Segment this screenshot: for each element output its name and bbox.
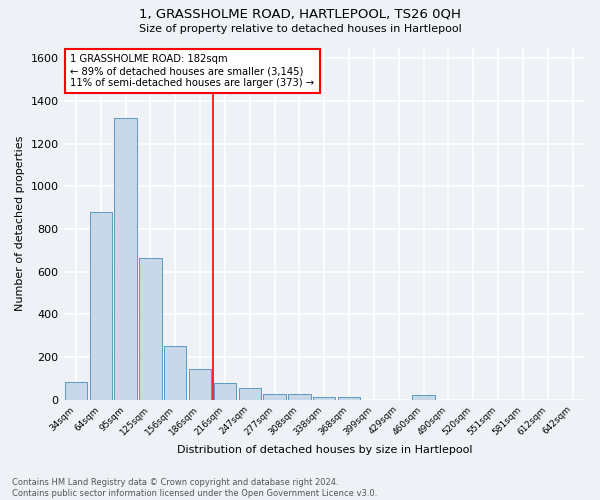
Bar (412, 396, 435, 400)
Text: 1 GRASSHOLME ROAD: 182sqm
← 89% of detached houses are smaller (3,145)
11% of se: 1 GRASSHOLME ROAD: 182sqm ← 89% of detac… (70, 54, 314, 88)
Y-axis label: Number of detached properties: Number of detached properties (15, 136, 25, 312)
Text: Size of property relative to detached houses in Hartlepool: Size of property relative to detached ho… (139, 24, 461, 34)
Bar (115, 118, 137, 400)
Bar (239, 388, 261, 400)
Bar (89, 212, 112, 400)
Bar (139, 258, 161, 400)
Bar (288, 394, 311, 400)
Bar (214, 382, 236, 400)
Bar (313, 396, 335, 400)
X-axis label: Distribution of detached houses by size in Hartlepool: Distribution of detached houses by size … (176, 445, 472, 455)
Bar (189, 369, 211, 400)
Bar (338, 396, 360, 400)
Bar (164, 346, 187, 400)
Bar (65, 382, 87, 400)
Text: 1, GRASSHOLME ROAD, HARTLEPOOL, TS26 0QH: 1, GRASSHOLME ROAD, HARTLEPOOL, TS26 0QH (139, 8, 461, 20)
Bar (263, 394, 286, 400)
Text: Contains HM Land Registry data © Crown copyright and database right 2024.
Contai: Contains HM Land Registry data © Crown c… (12, 478, 377, 498)
